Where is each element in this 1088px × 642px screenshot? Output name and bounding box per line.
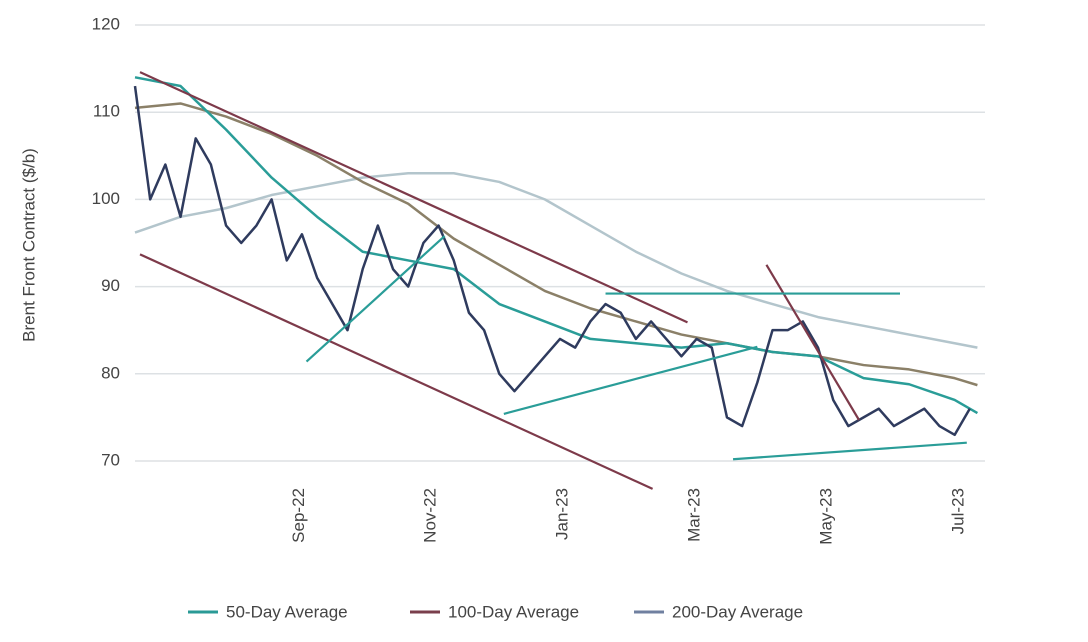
x-tick-label: Nov-22 [420, 488, 439, 543]
x-tick-label: May-23 [817, 488, 836, 545]
x-tick-label: Sep-22 [289, 488, 308, 543]
trend-line [503, 345, 758, 415]
legend-label: 100-Day Average [448, 602, 579, 621]
price-line [133, 85, 971, 437]
y-tick-label: 110 [93, 102, 120, 121]
y-tick-label: 90 [101, 276, 120, 295]
y-tick-label: 80 [101, 363, 120, 382]
y-tick-label: 100 [92, 189, 120, 208]
legend-label: 50-Day Average [226, 602, 348, 621]
trend-line [139, 71, 688, 324]
trend-line [765, 264, 860, 421]
y-axis-label: Brent Front Contract ($/b) [19, 148, 38, 342]
moving-average [134, 171, 978, 349]
y-tick-label: 120 [92, 14, 120, 33]
x-tick-label: Jan-23 [553, 488, 572, 540]
moving-average [134, 102, 978, 387]
trend-line [732, 441, 967, 461]
y-tick-label: 70 [101, 450, 120, 469]
x-tick-label: Mar-23 [685, 488, 704, 542]
trend-line [139, 253, 654, 490]
trend-line [305, 235, 446, 363]
moving-average [134, 76, 979, 415]
x-tick-label: Jul-23 [949, 488, 968, 534]
legend-label: 200-Day Average [672, 602, 803, 621]
